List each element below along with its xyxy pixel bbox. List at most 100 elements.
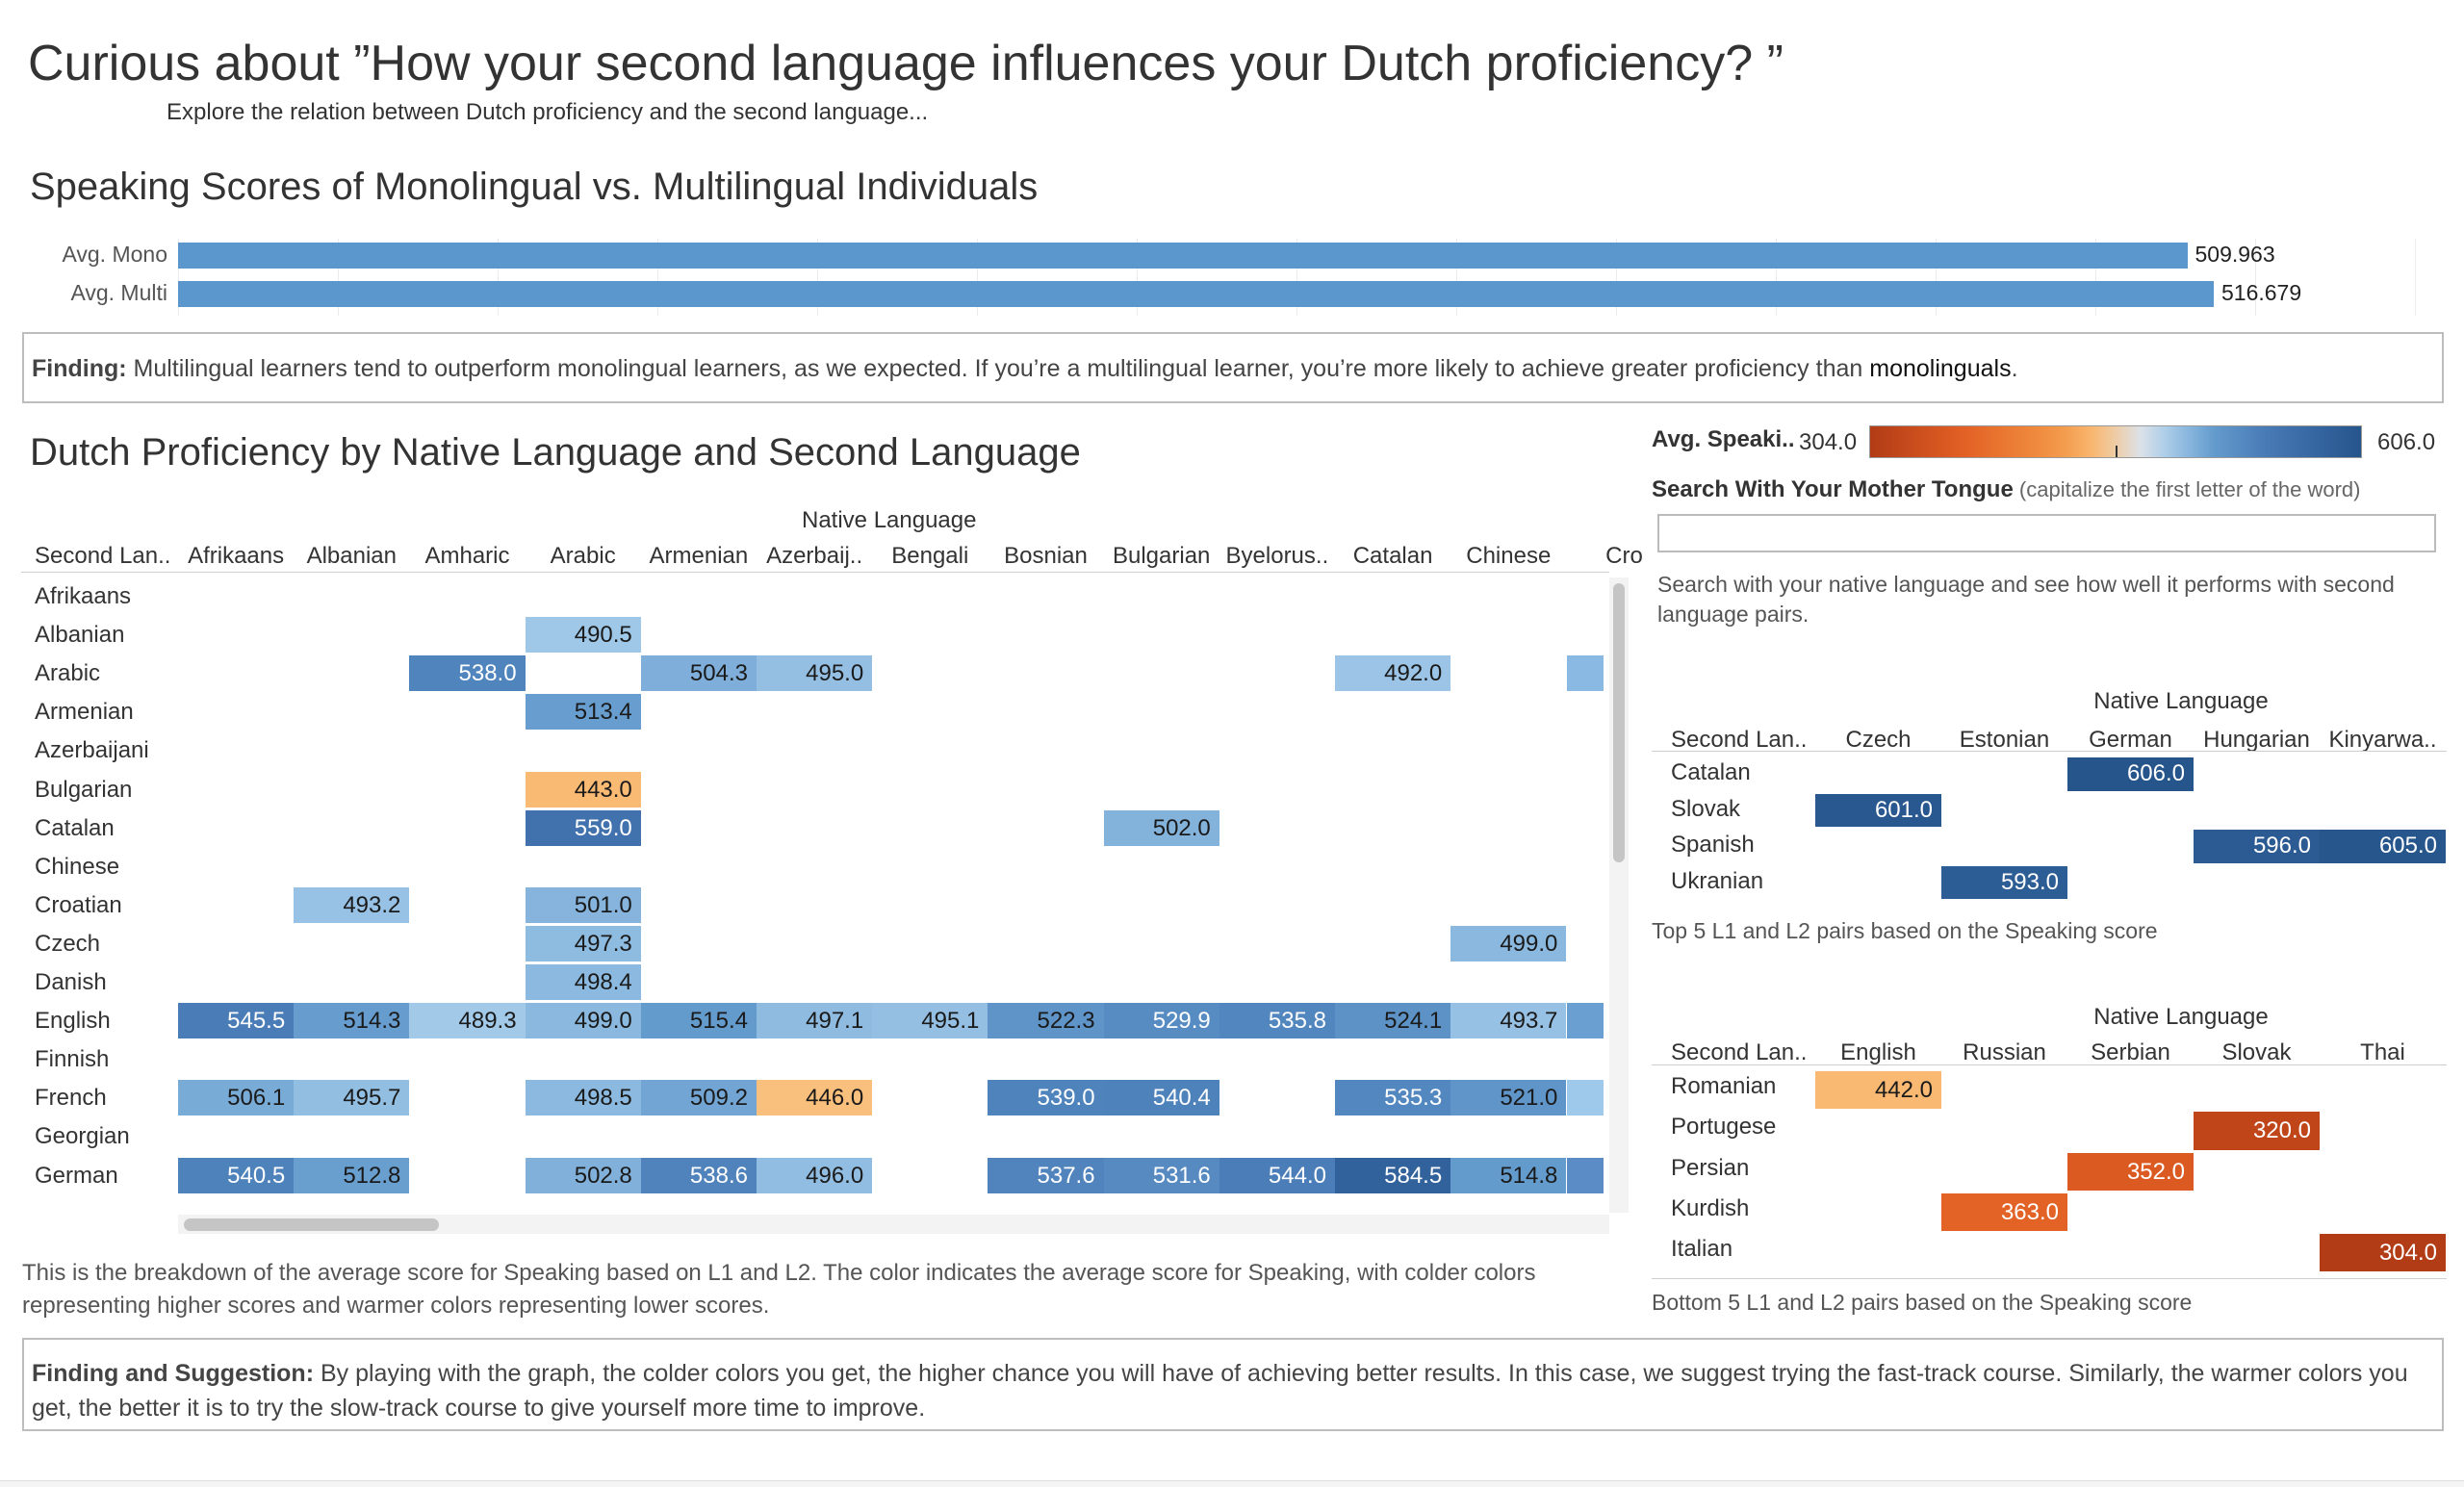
- column-header: Chinese: [1466, 543, 1552, 569]
- heatmap-cell[interactable]: 499.0: [1450, 925, 1567, 961]
- heatmap-cell[interactable]: 540.5: [178, 1157, 295, 1193]
- comparison-bar-value: 509.963: [2194, 242, 2275, 267]
- row-label: French: [35, 1085, 107, 1112]
- heatmap-cell[interactable]: 514.3: [294, 1003, 410, 1039]
- heatmap-cell[interactable]: 538.0: [409, 655, 526, 692]
- heatmap-cell[interactable]: 497.3: [525, 925, 641, 961]
- heatmap-cell-clipped[interactable]: [1567, 1080, 1604, 1116]
- comparison-gridline: [977, 239, 978, 316]
- heatmap-cell[interactable]: 512.8: [294, 1157, 410, 1193]
- heatmap-cell[interactable]: 495.7: [294, 1080, 410, 1116]
- comparison-gridline: [1137, 239, 1138, 316]
- heatmap-cell[interactable]: 492.0: [1335, 655, 1451, 692]
- mother-tongue-search-input[interactable]: [1657, 514, 2436, 552]
- heatmap-cell[interactable]: 509.2: [640, 1080, 757, 1116]
- bottom5-caption: Bottom 5 L1 and L2 pairs based on the Sp…: [1652, 1290, 2193, 1315]
- heatmap-cell[interactable]: 496.0: [757, 1157, 873, 1193]
- heatmap-cell-clipped[interactable]: [1567, 655, 1604, 692]
- heatmap-cell[interactable]: 514.8: [1450, 1157, 1567, 1193]
- bottom5-col-group-label: Native Language: [2093, 1004, 2269, 1030]
- heatmap-cell[interactable]: 490.5: [525, 617, 641, 654]
- heatmap-cell[interactable]: 502.0: [1103, 809, 1219, 846]
- legend-min-label: 304.0: [1799, 429, 1858, 455]
- comparison-bar[interactable]: [178, 243, 2188, 269]
- heatmap-cell[interactable]: 535.3: [1335, 1080, 1451, 1116]
- heatmap-cell[interactable]: 304.0: [2320, 1234, 2446, 1272]
- heatmap-cell[interactable]: 506.1: [178, 1080, 295, 1116]
- comparison-bar[interactable]: [178, 281, 2214, 307]
- heatmap-cell[interactable]: 545.5: [178, 1003, 295, 1039]
- heatmap-cell[interactable]: 442.0: [1815, 1071, 1941, 1110]
- column-header: Slovak: [2221, 1039, 2292, 1065]
- heatmap-horizontal-scrollbar[interactable]: [178, 1215, 1609, 1234]
- finding-text: Multilingual learners tend to outperform…: [126, 355, 1870, 382]
- comparison-gridline: [1456, 239, 1457, 316]
- heatmap-horizontal-scroll-thumb[interactable]: [184, 1218, 439, 1231]
- comparison-bar-label: Avg. Multi: [70, 280, 167, 305]
- row-header-label: Second Lan..: [35, 543, 171, 569]
- heatmap-cell[interactable]: 495.1: [872, 1003, 988, 1039]
- heatmap-cell[interactable]: 601.0: [1815, 793, 1941, 827]
- header-divider: [1652, 1064, 2447, 1065]
- heatmap-cell[interactable]: 537.6: [988, 1157, 1104, 1193]
- column-header: Bosnian: [1004, 543, 1088, 569]
- heatmap-cell[interactable]: 593.0: [1941, 865, 2067, 899]
- column-header: English: [1840, 1039, 1916, 1065]
- heatmap-cell[interactable]: 499.0: [525, 1003, 641, 1039]
- heatmap-vertical-scroll-thumb[interactable]: [1613, 583, 1625, 862]
- heatmap-cell[interactable]: 497.1: [757, 1003, 873, 1039]
- heatmap-cell[interactable]: 522.3: [988, 1003, 1104, 1039]
- heatmap-cell[interactable]: 584.5: [1335, 1157, 1451, 1193]
- main-heatmap: Second Lan.. Afrikaans Albanian Amharic Arab…: [21, 539, 1643, 1227]
- heatmap-cell[interactable]: 524.1: [1335, 1003, 1451, 1039]
- heatmap-cell[interactable]: 538.6: [640, 1157, 757, 1193]
- heatmap-cell[interactable]: 605.0: [2320, 830, 2446, 863]
- column-header: Albanian: [306, 543, 397, 569]
- heatmap-vertical-scrollbar[interactable]: [1609, 577, 1629, 1213]
- heatmap-cell[interactable]: 540.4: [1103, 1080, 1219, 1116]
- heatmap-cell[interactable]: 489.3: [409, 1003, 526, 1039]
- comparison-bar-chart: Avg. Mono 509.963 Avg. Multi 516.679: [0, 231, 2464, 318]
- heatmap-cell[interactable]: 513.4: [525, 694, 641, 731]
- heatmap-cell[interactable]: 502.8: [525, 1157, 641, 1193]
- heatmap-cell[interactable]: 596.0: [2194, 830, 2320, 863]
- heatmap-cell[interactable]: 443.0: [525, 771, 641, 808]
- heatmap-cell[interactable]: 320.0: [2194, 1112, 2320, 1150]
- heatmap-cell[interactable]: 498.4: [525, 964, 641, 1001]
- column-header: Arabic: [550, 543, 616, 569]
- row-label: Italian: [1671, 1236, 1733, 1263]
- heatmap-cell[interactable]: 504.3: [640, 655, 757, 692]
- column-header: Azerbaij..: [766, 543, 863, 569]
- comparison-gridline: [338, 239, 339, 316]
- heatmap-cell[interactable]: 493.2: [294, 886, 410, 923]
- comparison-gridline: [817, 239, 818, 316]
- heatmap-cell[interactable]: 515.4: [640, 1003, 757, 1039]
- heatmap-cell[interactable]: 559.0: [525, 809, 641, 846]
- row-label: Catalan: [1671, 759, 1751, 785]
- heatmap-cell[interactable]: 539.0: [988, 1080, 1104, 1116]
- heatmap-cell[interactable]: 544.0: [1219, 1157, 1335, 1193]
- heatmap-cell[interactable]: 446.0: [757, 1080, 873, 1116]
- search-help-text: Search with your native language and see…: [1657, 572, 2395, 627]
- heatmap-cell[interactable]: 529.9: [1103, 1003, 1219, 1039]
- heatmap-cell[interactable]: 495.0: [757, 655, 873, 692]
- legend-max-label: 606.0: [2377, 429, 2436, 455]
- heatmap-cell[interactable]: 493.7: [1450, 1003, 1567, 1039]
- heatmap-cell[interactable]: 606.0: [2067, 757, 2194, 791]
- heatmap-note: This is the breakdown of the average sco…: [22, 1260, 1536, 1319]
- dashboard-title: Curious about ”How your second language …: [28, 36, 1784, 91]
- heatmap-cell[interactable]: 531.6: [1103, 1157, 1219, 1193]
- row-label: Afrikaans: [35, 583, 132, 609]
- heatmap-cell[interactable]: 363.0: [1941, 1192, 2067, 1232]
- row-label: German: [35, 1162, 118, 1189]
- heatmap-cell[interactable]: 352.0: [2067, 1152, 2194, 1191]
- heatmap-cell-clipped[interactable]: [1567, 1003, 1604, 1039]
- heatmap-cell[interactable]: 521.0: [1450, 1080, 1567, 1116]
- legend-color-ramp: [1869, 425, 2362, 458]
- heatmap-cell[interactable]: 535.8: [1219, 1003, 1335, 1039]
- column-header: Armenian: [649, 543, 749, 569]
- heatmap-cell[interactable]: 498.5: [525, 1080, 641, 1116]
- heatmap-cell[interactable]: 501.0: [525, 886, 641, 923]
- heatmap-cell-clipped[interactable]: [1567, 1157, 1604, 1193]
- row-label: Ukranian: [1671, 867, 1764, 894]
